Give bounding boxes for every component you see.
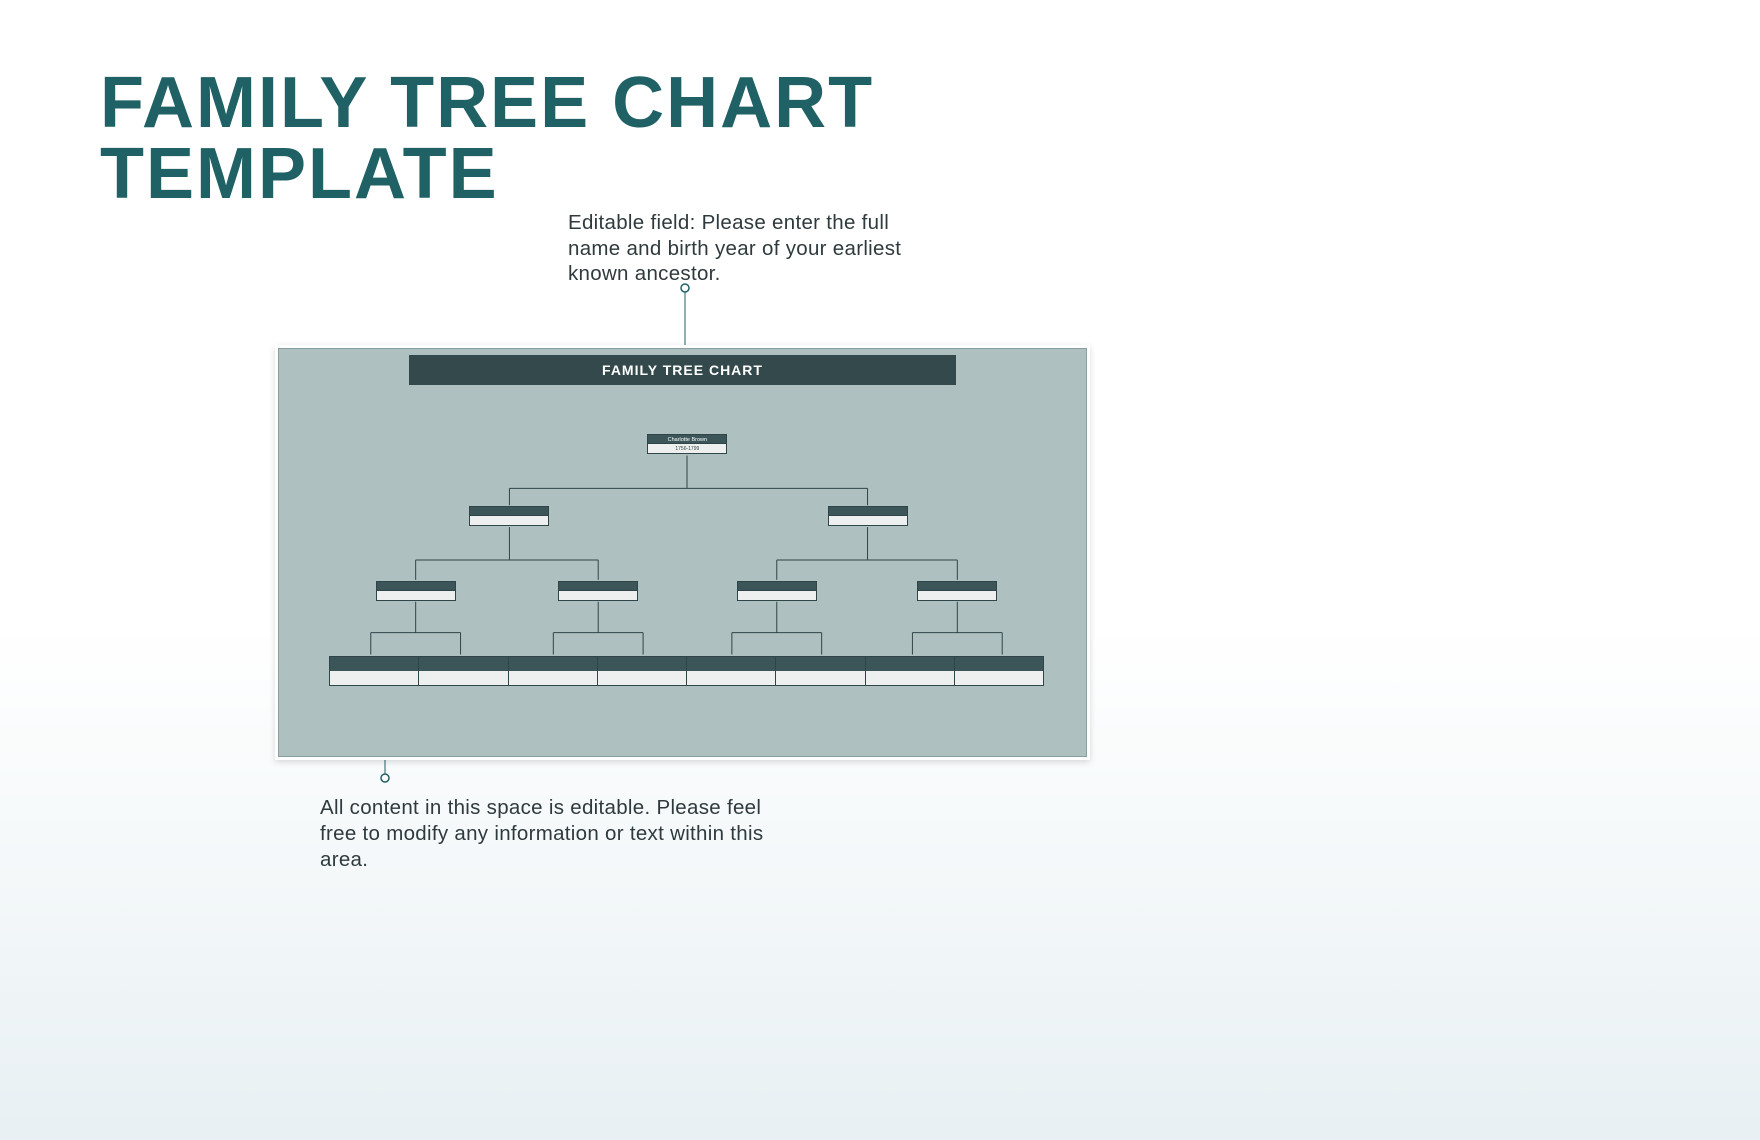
node-l3-3[interactable]: [917, 581, 997, 603]
node-l4-1[interactable]: [419, 656, 508, 686]
node-l2-1[interactable]: [828, 506, 908, 528]
node-l2-0[interactable]: [469, 506, 549, 528]
tree-connectors: [279, 349, 1086, 756]
node-root[interactable]: Charlotte Brown 1756-1799: [647, 434, 727, 456]
node-l3-1[interactable]: [558, 581, 638, 603]
node-l4-2[interactable]: [509, 656, 598, 686]
node-l4-3[interactable]: [598, 656, 687, 686]
node-l3-0[interactable]: [376, 581, 456, 603]
chart-panel: FAMILY TREE CHART: [278, 348, 1087, 757]
node-l3-2[interactable]: [737, 581, 817, 603]
node-l4-4[interactable]: [687, 656, 776, 686]
chart-panel-wrap: FAMILY TREE CHART: [275, 345, 1090, 760]
node-root-name: Charlotte Brown: [647, 434, 727, 444]
node-root-years: 1756-1799: [647, 444, 727, 454]
node-l4-0[interactable]: [329, 656, 419, 686]
node-l4-7[interactable]: [955, 656, 1044, 686]
node-l4-5[interactable]: [776, 656, 865, 686]
node-l4-6[interactable]: [866, 656, 955, 686]
node-row-l4: [329, 656, 1044, 686]
